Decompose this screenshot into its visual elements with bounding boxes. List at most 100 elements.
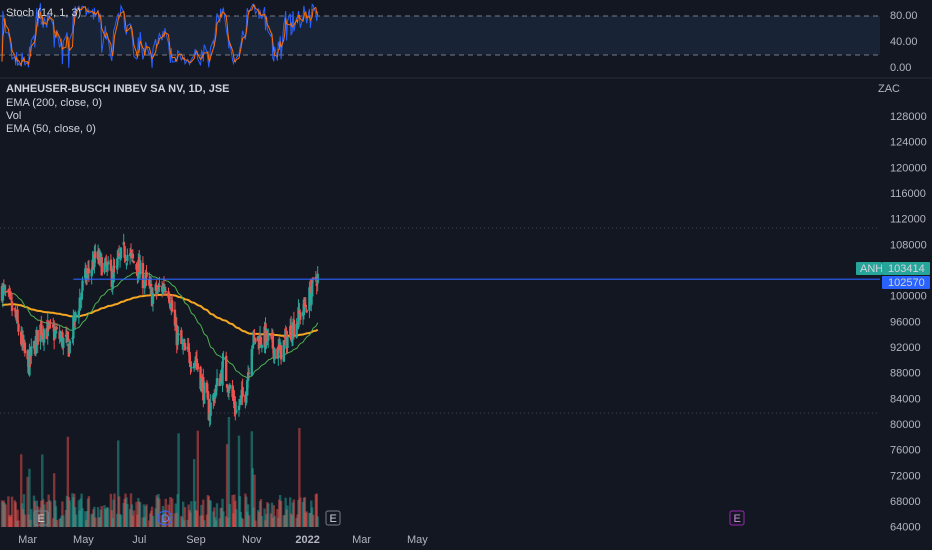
candle-body bbox=[302, 299, 306, 316]
candle-body bbox=[42, 329, 46, 343]
stoch-legend[interactable]: Stoch (14, 1, 3) bbox=[6, 7, 82, 19]
time-tick-label: Nov bbox=[242, 534, 262, 546]
candle-body bbox=[81, 280, 84, 291]
stoch-tick-label: 40.00 bbox=[890, 36, 918, 48]
candle-body bbox=[183, 342, 187, 351]
volume-bar bbox=[52, 473, 56, 527]
volume-bar bbox=[84, 511, 87, 527]
candle-body bbox=[305, 310, 308, 313]
candle-body bbox=[289, 324, 293, 341]
candle-body bbox=[226, 389, 230, 392]
volume-bar bbox=[132, 510, 135, 527]
candle-body bbox=[257, 336, 260, 342]
volume-bar bbox=[289, 497, 292, 527]
volume-bar bbox=[22, 494, 26, 527]
earnings-marker: E bbox=[38, 513, 45, 525]
price-tick-label: 80000 bbox=[890, 419, 921, 431]
chart-title: ANHEUSER-BUSCH INBEV SA NV, 1D, JSE bbox=[6, 83, 230, 95]
volume-bar bbox=[279, 500, 283, 527]
volume-bar bbox=[30, 509, 33, 527]
candle-body bbox=[124, 259, 127, 261]
candle-body bbox=[3, 287, 6, 290]
candle-body bbox=[206, 391, 210, 400]
axes: 1280001240001200001160001120001080001040… bbox=[18, 111, 927, 546]
candle-body bbox=[252, 331, 255, 346]
candle-body bbox=[100, 256, 103, 276]
candle-body bbox=[28, 349, 31, 376]
candle-body bbox=[138, 260, 142, 275]
symbol-marker: ANH bbox=[860, 263, 883, 275]
volume-bar bbox=[68, 500, 71, 527]
candle-body bbox=[207, 398, 210, 421]
candle-body bbox=[241, 386, 244, 397]
candle-body bbox=[16, 309, 19, 323]
candle-body bbox=[295, 323, 298, 338]
volume-bar bbox=[23, 514, 27, 527]
volume-bar bbox=[87, 496, 91, 527]
volume-bar bbox=[26, 476, 29, 527]
volume-bar bbox=[267, 503, 270, 527]
candle-body bbox=[49, 322, 52, 324]
volume-bars bbox=[0, 417, 319, 527]
volume-bar bbox=[119, 515, 123, 527]
ema200-legend[interactable]: EMA (200, close, 0) bbox=[6, 97, 102, 109]
price-tick-label: 120000 bbox=[890, 162, 927, 174]
volume-bar bbox=[138, 502, 142, 527]
event-markers[interactable]: E D E E bbox=[33, 510, 745, 526]
candle-body bbox=[106, 261, 110, 265]
candle-body bbox=[222, 357, 225, 361]
volume-bar bbox=[4, 504, 7, 527]
candle-body bbox=[279, 345, 283, 360]
time-tick-label: Mar bbox=[18, 534, 37, 546]
candle-body bbox=[62, 337, 65, 348]
candle-body bbox=[260, 344, 264, 348]
candle-body bbox=[117, 252, 121, 257]
ema50-legend[interactable]: EMA (50, close, 0) bbox=[6, 123, 96, 135]
volume-bar bbox=[10, 496, 14, 527]
candle-body bbox=[132, 261, 135, 263]
price-axis: 80.00 40.00 0.00 ZAC bbox=[878, 10, 918, 95]
volume-bar bbox=[292, 499, 296, 527]
candle-body bbox=[164, 291, 167, 293]
candle-body bbox=[123, 246, 126, 258]
candle-body bbox=[246, 380, 249, 396]
volume-bar bbox=[96, 507, 100, 527]
volume-bar bbox=[100, 506, 103, 527]
candle-body bbox=[144, 274, 147, 281]
candle-body bbox=[208, 413, 211, 421]
volume-bar bbox=[231, 495, 234, 527]
volume-bar bbox=[142, 504, 146, 527]
stoch-band bbox=[0, 16, 880, 55]
candle-body bbox=[98, 252, 102, 261]
volume-bar bbox=[209, 500, 212, 527]
candle-body bbox=[131, 253, 135, 259]
volume-bar bbox=[164, 498, 167, 527]
candle-body bbox=[90, 269, 93, 277]
candle-body bbox=[68, 340, 71, 354]
candle-body bbox=[253, 332, 256, 336]
candle-body bbox=[215, 378, 219, 387]
earnings-marker: E bbox=[330, 513, 337, 525]
candle-body bbox=[93, 251, 96, 268]
candle-body bbox=[119, 247, 123, 259]
candle-body bbox=[228, 384, 232, 389]
candle-body bbox=[224, 355, 228, 382]
vol-legend[interactable]: Vol bbox=[6, 110, 22, 122]
volume-bar bbox=[270, 502, 274, 527]
volume-bar bbox=[286, 505, 289, 527]
stoch-tick-label: 0.00 bbox=[890, 62, 911, 74]
volume-bar bbox=[161, 505, 165, 527]
volume-bar bbox=[93, 506, 96, 527]
candle-body bbox=[128, 253, 132, 256]
volume-bar bbox=[42, 504, 46, 527]
candle-body bbox=[2, 285, 6, 288]
candle-body bbox=[273, 348, 276, 360]
candle-body bbox=[9, 290, 12, 297]
volume-bar bbox=[94, 517, 97, 527]
candle-body bbox=[315, 283, 318, 286]
stoch-k-line bbox=[1, 3, 319, 68]
volume-bar bbox=[81, 508, 84, 527]
candle-body bbox=[109, 259, 113, 271]
candle-body bbox=[267, 334, 270, 341]
